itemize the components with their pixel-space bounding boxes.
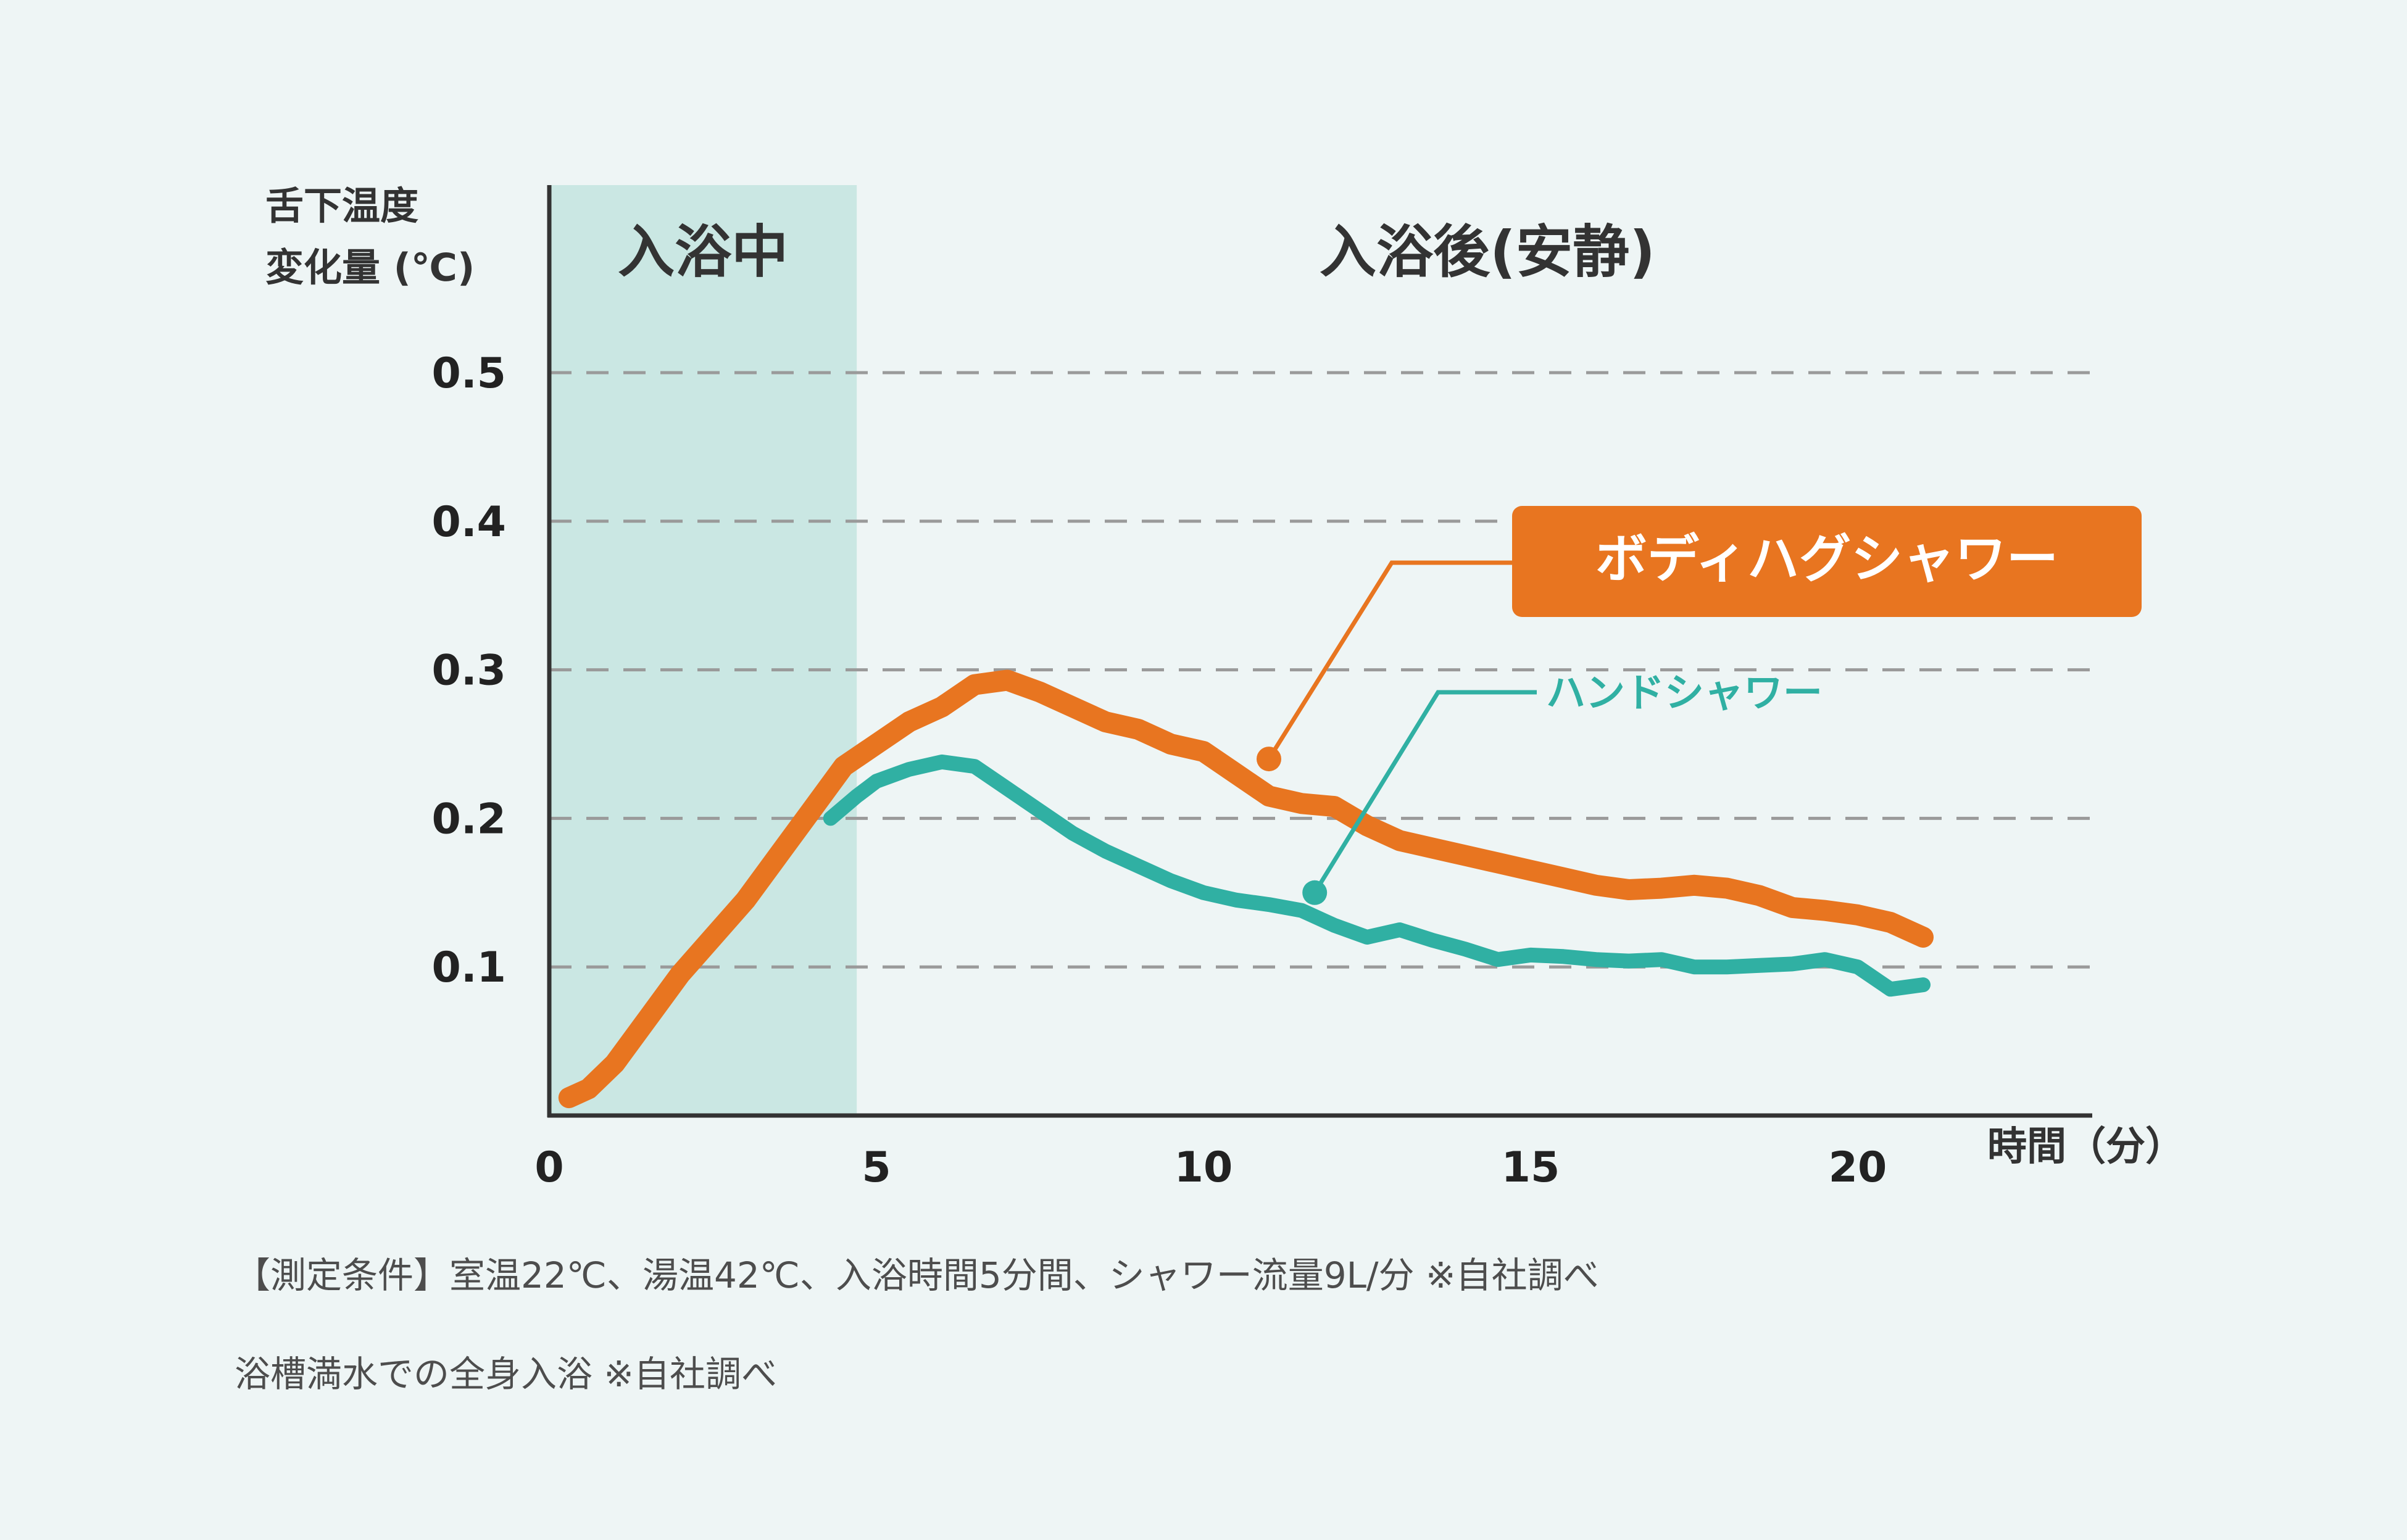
x-tick-label: 0 [534,1143,563,1192]
during-bath-region [549,185,857,1116]
y-tick-label: 0.3 [432,647,506,695]
callout-dot-hand-shower [1302,880,1328,905]
y-axis-title-line1: 舌下温度 [265,183,418,228]
y-tick-label: 0.1 [432,943,506,992]
legend-label-body-hug-shower: ボディハグシャワー [1595,529,2058,589]
region-label-during-bath: 入浴中 [618,219,788,285]
y-tick-label: 0.5 [432,349,506,398]
bath-conditions-note: 浴槽満水での全身入浴 ※自社調べ [235,1353,778,1395]
callout-leader-body-hug-shower [1267,560,1518,760]
y-tick-label: 0.2 [432,795,506,843]
series-line-body-hug-shower [558,669,1934,1109]
callout-leader-hand-shower [1313,690,1537,894]
x-axis-title: 時間（分） [1987,1124,2185,1170]
series-line-hand-shower [823,754,1931,997]
x-tick-label: 15 [1502,1143,1560,1192]
y-tick-label: 0.4 [432,498,506,547]
x-tick-label: 5 [862,1143,891,1192]
region-label-after-bath: 入浴後(安静) [1320,219,1655,285]
legend-box-body-hug-shower [1512,506,2142,617]
x-tick-label: 20 [1829,1143,1887,1192]
y-axis-title-line2: 変化量 (℃) [265,245,475,290]
x-tick-label: 10 [1174,1143,1233,1192]
callout-dot-body-hug-shower [1257,747,1281,772]
legend-label-hand-shower: ハンドシャワー [1546,671,1823,716]
measurement-conditions-note: 【測定条件】室温22℃、湯温42℃、入浴時間5分間、シャワー流量9L/分 ※自社… [235,1254,1599,1296]
